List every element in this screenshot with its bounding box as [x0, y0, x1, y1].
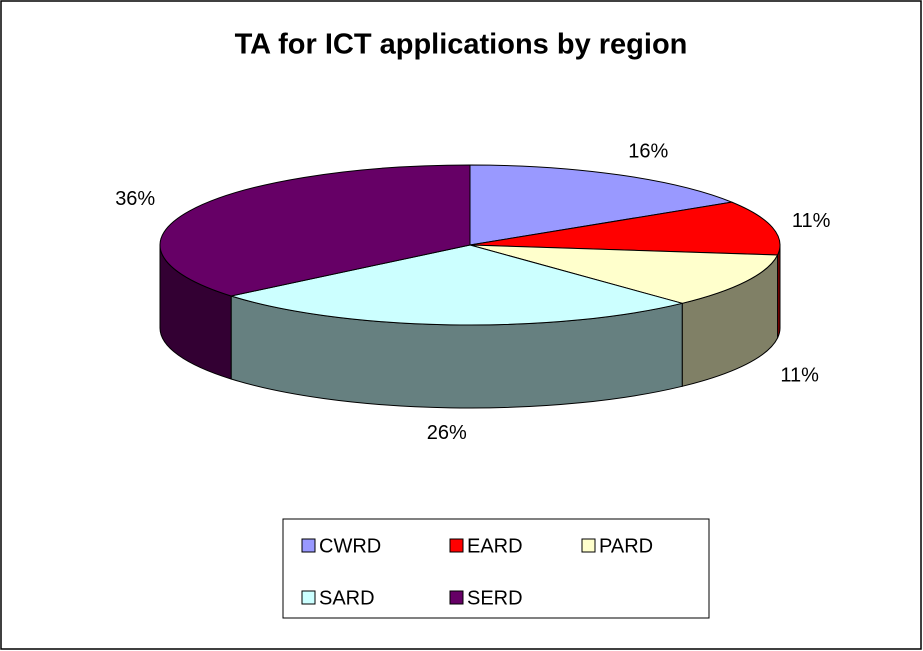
legend-swatch	[449, 590, 464, 605]
data-label: 36%	[115, 188, 155, 210]
pie-slice	[469, 164, 734, 246]
chart-title: TA for ICT applications by region	[235, 29, 688, 61]
legend-swatch	[301, 590, 316, 605]
legend-label: SARD	[319, 587, 375, 609]
pie-slice	[469, 244, 779, 304]
legend-label: PARD	[599, 535, 653, 557]
legend-swatch	[581, 538, 596, 553]
data-label: 16%	[628, 140, 668, 162]
legend-label: EARD	[467, 535, 523, 557]
pie-slice	[159, 164, 471, 297]
data-label: 26%	[427, 422, 467, 444]
legend-label: SERD	[467, 587, 523, 609]
data-label: 11%	[792, 210, 831, 232]
legend-swatch	[449, 538, 464, 553]
legend-swatch	[301, 538, 316, 553]
legend-label: CWRD	[319, 535, 381, 557]
data-label: 11%	[780, 364, 819, 386]
pie-slice	[469, 201, 781, 256]
legend-box	[282, 518, 710, 619]
pie-slice	[229, 244, 685, 326]
